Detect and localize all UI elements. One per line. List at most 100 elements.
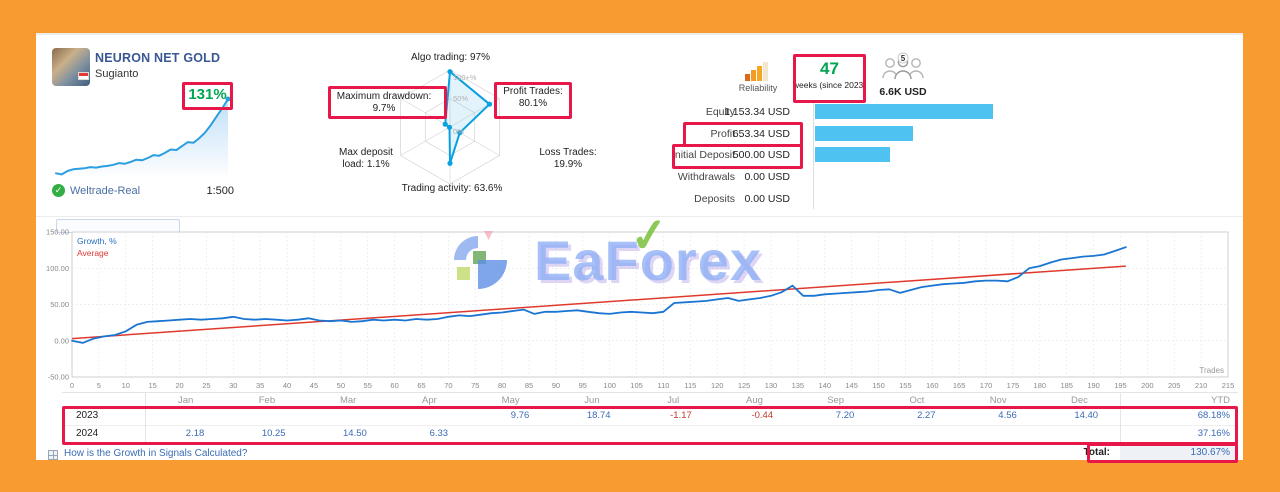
month-header: Aug (745, 395, 763, 406)
svg-text:-50.00: -50.00 (48, 373, 69, 382)
radar-metric-label: Maximum drawdown: 9.7% (336, 91, 432, 114)
mini-growth-chart (55, 96, 231, 179)
reliability-label: Reliability (738, 83, 778, 93)
svg-text:150: 150 (872, 381, 885, 390)
month-header: Jan (177, 395, 194, 406)
ytd-value: 37.16% (1197, 428, 1230, 439)
growth-badge: 131% (188, 86, 227, 103)
month-header: Apr (422, 395, 437, 406)
month-header: Feb (258, 395, 276, 406)
svg-text:50%: 50% (453, 94, 468, 103)
growth-calculation-link[interactable]: How is the Growth in Signals Calculated? (64, 448, 248, 459)
reliability-bar (751, 70, 756, 81)
month-header: Mar (339, 395, 357, 406)
svg-text:Growth, %: Growth, % (77, 236, 117, 246)
avatar[interactable] (52, 48, 90, 86)
svg-text:30: 30 (229, 381, 237, 390)
ytd-header: YTD (1211, 395, 1230, 406)
stat-label: Initial Deposit (671, 149, 735, 161)
svg-text:40: 40 (283, 381, 291, 390)
svg-text:Trades: Trades (1199, 366, 1224, 375)
month-header: Nov (989, 395, 1007, 406)
month-value: 7.20 (835, 410, 855, 421)
stat-bar (815, 126, 913, 141)
svg-text:10: 10 (122, 381, 130, 390)
svg-text:125: 125 (738, 381, 751, 390)
svg-text:110: 110 (657, 381, 669, 390)
svg-text:120: 120 (711, 381, 724, 390)
reliability-bar (763, 62, 768, 81)
section-divider (36, 216, 1243, 217)
svg-text:50: 50 (337, 381, 345, 390)
month-value: 9.76 (510, 410, 530, 421)
signal-title[interactable]: NEURON NET GOLD (95, 51, 221, 65)
stat-value: 1 153.34 USD (724, 106, 790, 118)
month-value: 14.40 (1074, 410, 1099, 421)
svg-text:90: 90 (552, 381, 560, 390)
signal-author[interactable]: Sugianto (95, 68, 139, 80)
svg-text:5: 5 (901, 54, 906, 63)
svg-text:200: 200 (1141, 381, 1154, 390)
svg-text:205: 205 (1168, 381, 1181, 390)
stat-value: 0.00 USD (744, 193, 790, 205)
svg-text:210: 210 (1195, 381, 1208, 390)
svg-text:180: 180 (1034, 381, 1047, 390)
month-header: Dec (1070, 395, 1088, 406)
reliability-bar (757, 66, 762, 81)
stats-axis-line (813, 101, 814, 209)
radar-metric-label: Algo trading: 97% (411, 52, 490, 63)
svg-text:195: 195 (1114, 381, 1127, 390)
svg-text:100.00: 100.00 (46, 264, 69, 273)
month-value: -1.17 (670, 410, 692, 421)
radar-metric-label: Loss Trades: 19.9% (539, 147, 597, 170)
month-value: 2.27 (917, 410, 936, 421)
month-value: 14.50 (343, 428, 367, 439)
country-flag-icon (78, 72, 89, 80)
svg-text:145: 145 (845, 381, 858, 390)
svg-text:175: 175 (1007, 381, 1020, 390)
svg-text:170: 170 (980, 381, 993, 390)
svg-text:55: 55 (364, 381, 372, 390)
table-top-line (62, 392, 1238, 393)
month-value: 10.25 (261, 428, 286, 439)
svg-text:135: 135 (792, 381, 805, 390)
svg-text:35: 35 (256, 381, 264, 390)
month-header: Sep (827, 395, 845, 406)
svg-text:80: 80 (498, 381, 506, 390)
month-header: Jul (667, 395, 680, 406)
svg-text:5: 5 (97, 381, 101, 390)
total-value: 130.67% (1190, 447, 1230, 458)
svg-text:70: 70 (444, 381, 452, 390)
svg-text:65: 65 (417, 381, 425, 390)
svg-text:165: 165 (953, 381, 966, 390)
svg-text:150.00: 150.00 (46, 228, 69, 237)
stat-label: Profit (710, 128, 735, 140)
table-vline (1120, 392, 1121, 462)
year-label: 2023 (76, 410, 99, 421)
svg-text:45: 45 (310, 381, 318, 390)
svg-text:140: 140 (818, 381, 831, 390)
broker-name[interactable]: Weltrade-Real (70, 185, 141, 197)
growth-chart: 150.00 100.00 50.00 0.00 -50.000 5 10 15 20 25 30 3… (46, 228, 1235, 391)
stat-value: 653.34 USD (732, 128, 790, 140)
svg-text:20: 20 (175, 381, 183, 390)
reliability-bar (745, 74, 750, 81)
month-value: 6.33 (429, 428, 449, 439)
subscribers-funds: 6.6K USD (879, 86, 927, 98)
svg-text:215: 215 (1222, 381, 1235, 390)
svg-text:115: 115 (684, 381, 696, 390)
svg-text:100+%: 100+% (453, 73, 477, 82)
stat-label: Equity (705, 106, 735, 118)
stat-value: 0.00 USD (744, 171, 790, 183)
year-label: 2024 (76, 428, 99, 439)
month-value: 4.56 (998, 410, 1017, 421)
weeks-caption: weeks (since 2023) (792, 80, 867, 90)
calculator-icon (48, 450, 58, 460)
radar-metric-label: Profit Trades: 80.1% (503, 86, 563, 109)
svg-text:100: 100 (603, 381, 616, 390)
svg-text:Average: Average (77, 248, 109, 258)
verified-check-icon: ✓ (52, 184, 65, 197)
total-row-background (1120, 444, 1238, 462)
month-value: 18.74 (586, 410, 611, 421)
